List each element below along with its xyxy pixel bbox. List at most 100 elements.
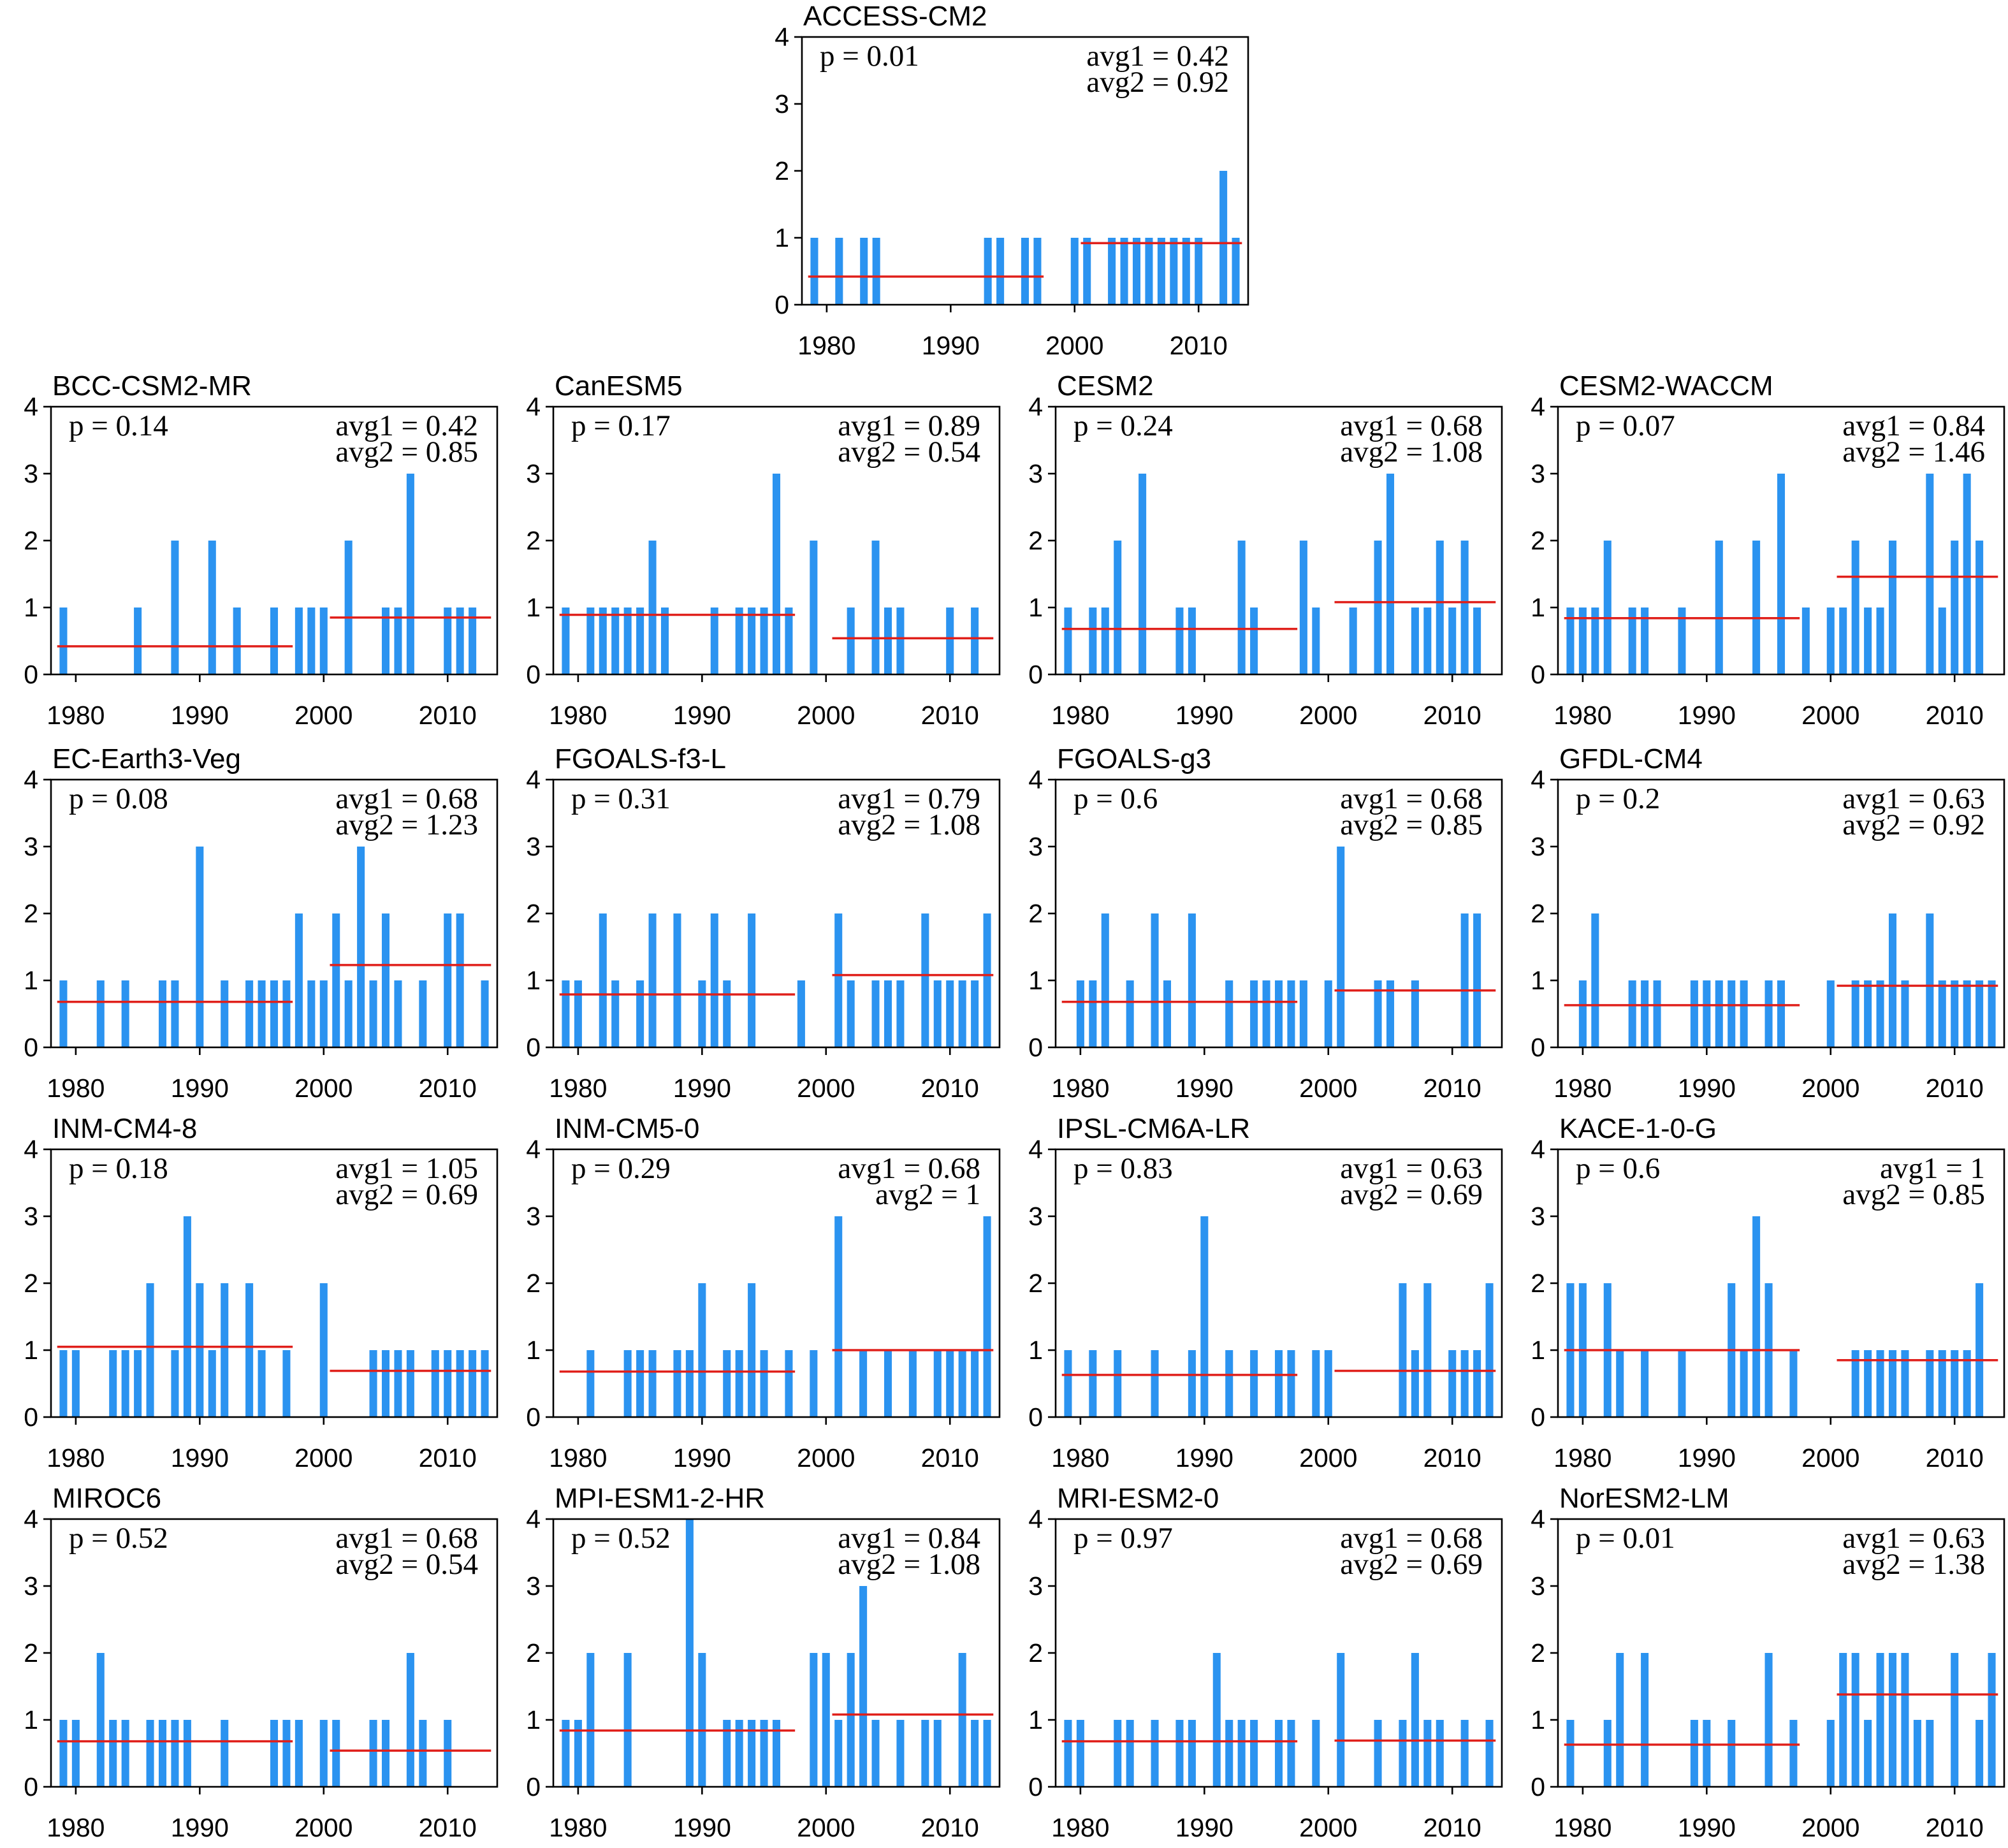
bar-1997 [282, 1720, 291, 1787]
y-tick-label: 2 [24, 1269, 38, 1298]
bar-2008 [1423, 608, 1432, 674]
y-tick-label: 4 [1028, 1135, 1043, 1164]
bar-1989 [1188, 1350, 1196, 1417]
avg2-label: avg2 = 1.46 [1842, 435, 1985, 469]
bar-1992 [723, 1350, 731, 1417]
x-tick-label: 1990 [673, 701, 731, 730]
x-tick-label: 2010 [419, 1073, 477, 1103]
bar-1997 [785, 608, 793, 674]
bar-2008 [1170, 238, 1178, 305]
bar-1989 [183, 1720, 191, 1787]
bar-2009 [1436, 541, 1444, 674]
x-tick-label: 1990 [1175, 1073, 1233, 1103]
panel-title: MIROC6 [52, 1483, 161, 1514]
y-tick-label: 2 [1531, 899, 1545, 928]
y-tick-label: 1 [1531, 966, 1545, 995]
bar-2000 [1324, 980, 1332, 1047]
bar-1996 [270, 608, 279, 674]
bar-1990 [196, 847, 204, 1047]
y-tick-label: 3 [24, 1202, 38, 1231]
bar-1980 [71, 1350, 80, 1417]
bar-1985 [1641, 1350, 1649, 1417]
bar-2003 [1864, 1350, 1872, 1417]
bar-1983 [109, 1720, 117, 1787]
bar-1999 [810, 1350, 818, 1417]
y-tick-label: 2 [1028, 1269, 1043, 1298]
bar-1979 [562, 980, 570, 1047]
x-tick-label: 1980 [1553, 701, 1611, 730]
bar-1980 [71, 1720, 80, 1787]
bar-1992 [221, 980, 229, 1047]
avg1-label: avg1 = 0.42 [335, 409, 478, 442]
panel-title: BCC-CSM2-MR [52, 370, 252, 402]
y-tick-label: 4 [1531, 765, 1545, 794]
bar-1984 [623, 1350, 632, 1417]
bar-2012 [1975, 1720, 1984, 1787]
bar-1989 [1690, 1720, 1698, 1787]
bar-1983 [611, 980, 620, 1047]
bar-1994 [1752, 1216, 1761, 1417]
bar-2001 [332, 913, 340, 1047]
bar-2011 [1460, 1350, 1469, 1417]
y-tick-label: 1 [1531, 593, 1545, 622]
bar-2008 [1926, 1350, 1934, 1417]
panel-fgoals-g3: 0 1 2 3 4 1980 1990 2000 2010 FGOALS-g3 p = 0.6 avg… [1028, 743, 1503, 1103]
bar-1988 [1175, 1720, 1184, 1787]
y-tick-label: 1 [526, 966, 541, 995]
bar-1994 [1250, 980, 1258, 1047]
bar-1985 [636, 1350, 644, 1417]
bar-1988 [673, 913, 681, 1047]
x-tick-label: 2010 [921, 701, 979, 730]
y-tick-label: 3 [526, 459, 541, 488]
y-tick-label: 3 [1531, 832, 1545, 861]
x-tick-label: 2000 [295, 1073, 353, 1103]
x-tick-label: 1980 [1051, 701, 1109, 730]
bar-2006 [1145, 238, 1153, 305]
bar-1986 [648, 913, 657, 1047]
bar-1981 [1089, 980, 1097, 1047]
avg2-label: avg2 = 1.23 [335, 808, 478, 841]
bar-2011 [958, 1350, 966, 1417]
bar-1989 [183, 1216, 191, 1417]
bar-1994 [1250, 1350, 1258, 1417]
bar-2013 [1485, 1720, 1494, 1787]
x-tick-label: 2000 [295, 701, 353, 730]
x-tick-label: 2010 [921, 1073, 979, 1103]
bar-1995 [1262, 980, 1270, 1047]
bar-2009 [933, 1720, 942, 1787]
bar-1979 [1566, 608, 1575, 674]
bar-1986 [146, 1720, 154, 1787]
avg2-label: avg2 = 0.69 [1340, 1548, 1483, 1581]
bar-2005 [1132, 238, 1141, 305]
x-tick-label: 1990 [171, 1443, 229, 1473]
bar-1994 [245, 1283, 254, 1417]
panel-title: KACE-1-0-G [1559, 1113, 1717, 1144]
bar-1995 [760, 1720, 768, 1787]
bar-2009 [1938, 1350, 1946, 1417]
bar-2010 [1951, 541, 1959, 674]
bar-2001 [834, 913, 843, 1047]
avg2-label: avg2 = 0.54 [335, 1548, 478, 1581]
bar-1993 [735, 1350, 743, 1417]
y-tick-label: 2 [1028, 526, 1043, 555]
avg1-label: avg1 = 0.42 [1086, 40, 1229, 73]
bar-1994 [245, 980, 254, 1047]
x-tick-label: 1980 [1051, 1073, 1109, 1103]
bar-2000 [1826, 608, 1835, 674]
bar-2002 [1349, 608, 1357, 674]
bar-1999 [1312, 1350, 1320, 1417]
bar-2008 [1423, 1283, 1432, 1417]
y-tick-label: 4 [526, 1504, 541, 1534]
bar-1983 [109, 1350, 117, 1417]
p-value-label: p = 0.01 [820, 40, 919, 73]
y-tick-label: 1 [1531, 1705, 1545, 1735]
panel-ec-earth3-veg: 0 1 2 3 4 1980 1990 2000 2010 EC-Earth3-Veg p = 0.… [24, 743, 498, 1103]
bar-2012 [1473, 608, 1481, 674]
bar-2011 [1963, 980, 1971, 1047]
bar-1984 [1126, 1720, 1134, 1787]
bar-1999 [307, 980, 316, 1047]
bar-2006 [1399, 1720, 1407, 1787]
bar-1991 [208, 1350, 216, 1417]
bar-1986 [648, 541, 657, 674]
bar-1995 [760, 608, 768, 674]
